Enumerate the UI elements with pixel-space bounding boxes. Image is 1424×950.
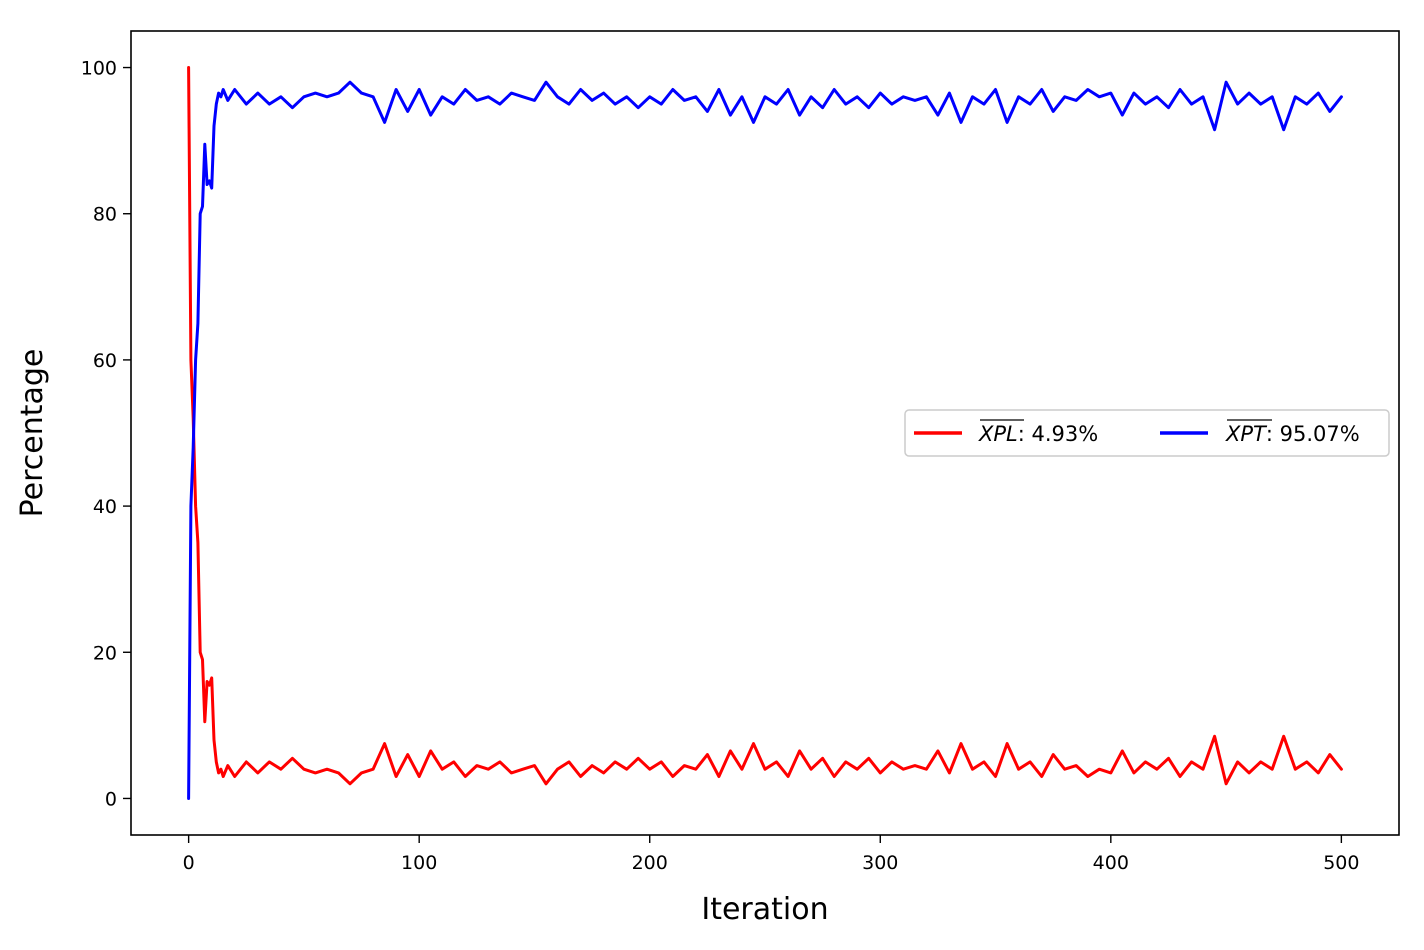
x-tick-label: 100	[401, 852, 437, 874]
y-axis-label: Percentage	[15, 349, 50, 518]
series-line-xpt	[187, 80, 1343, 800]
x-axis-label: Iteration	[701, 892, 828, 927]
x-tick-label: 500	[1323, 852, 1359, 874]
y-tick-label: 40	[93, 496, 117, 518]
x-tick-label: 200	[632, 852, 668, 874]
y-tick-label: 0	[105, 788, 117, 810]
x-tick-label: 0	[183, 852, 195, 874]
legend-box	[904, 409, 1390, 457]
x-tick-label: 300	[862, 852, 898, 874]
legend-label-xpt: XPT: 95.07%	[1225, 422, 1360, 446]
legend-label-xpl: XPL: 4.93%	[978, 422, 1098, 446]
series-layer	[187, 66, 1343, 800]
legend: XPL: 4.93% XPT: 95.07%	[904, 409, 1390, 457]
x-axis-ticks: 0 100 200 300 400 500	[183, 835, 1359, 874]
legend-value-xpt: : 95.07%	[1266, 422, 1360, 446]
legend-symbol-xpt: XPT	[1225, 422, 1268, 446]
legend-symbol-xpl: XPL	[978, 422, 1018, 446]
y-axis-ticks: 0 20 40 60 80 100	[81, 58, 131, 810]
legend-value-xpl: : 4.93%	[1018, 422, 1098, 446]
y-tick-label: 100	[81, 58, 117, 80]
y-tick-label: 20	[93, 642, 117, 664]
series-line-xpl	[187, 66, 1343, 786]
x-tick-label: 400	[1093, 852, 1129, 874]
y-tick-label: 60	[93, 350, 117, 372]
y-tick-label: 80	[93, 204, 117, 226]
